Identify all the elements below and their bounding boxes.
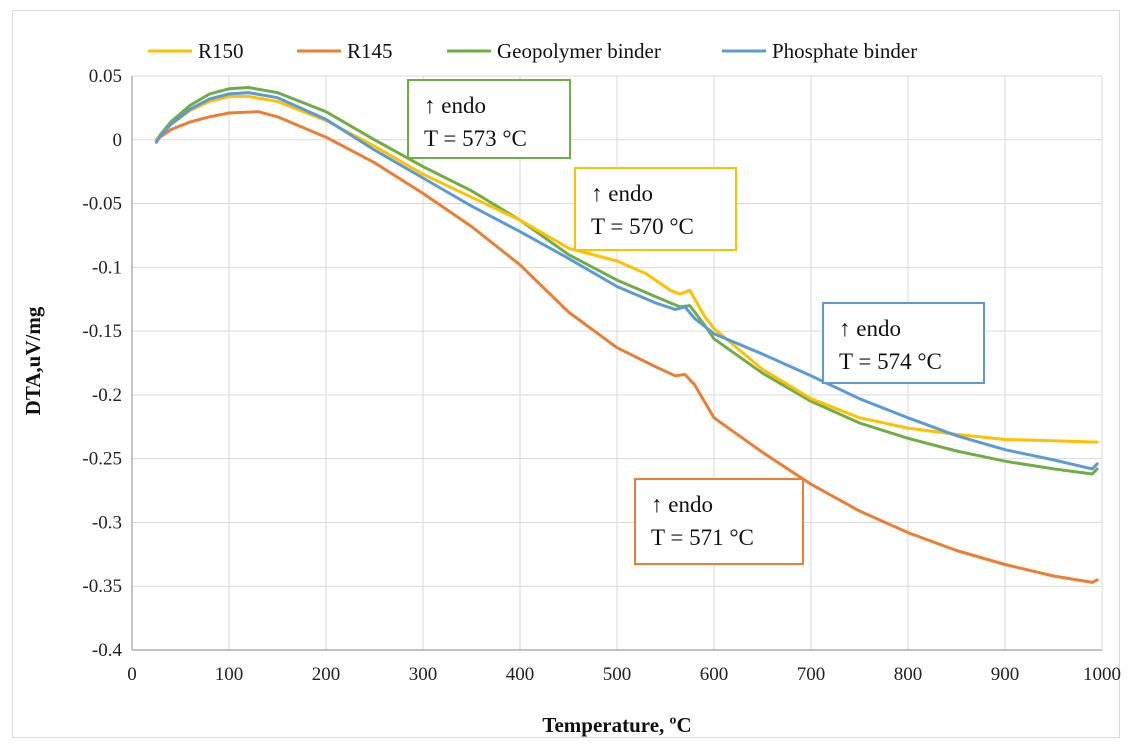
legend-item: Phosphate binder [722, 39, 917, 63]
x-tick-label: 200 [312, 664, 341, 685]
y-tick-label: -0.05 [82, 194, 122, 215]
y-tick-label: 0.05 [89, 66, 122, 87]
annotation-box: ↑ endo T = 574 °C [822, 302, 985, 384]
annotation-box: ↑ endo T = 571 °C [634, 478, 804, 565]
series-line-geopolymer-binder [154, 86, 1099, 476]
legend-item: R150 [148, 39, 244, 63]
x-tick-label: 800 [894, 664, 923, 685]
annotation-temperature-label: T = 573 °C [424, 126, 527, 151]
series-line-phosphate-binder [154, 91, 1099, 471]
annotation-temperature-label: T = 574 °C [839, 349, 942, 374]
series-line-r150 [154, 94, 1099, 444]
annotation-border [634, 478, 804, 565]
x-tick-label: 900 [991, 664, 1020, 685]
x-tick-label: 600 [700, 664, 729, 685]
legend-label: R150 [198, 39, 244, 63]
x-tick-label: 400 [506, 664, 535, 685]
y-tick-label: -0.3 [92, 512, 122, 533]
x-tick-label: 300 [409, 664, 438, 685]
x-axis-title: Temperature, ºC [542, 713, 691, 737]
legend-item: Geopolymer binder [447, 39, 661, 63]
y-tick-label: -0.4 [92, 640, 123, 661]
x-tick-label: 1000 [1083, 664, 1121, 685]
annotation-endo-label: ↑ endo [651, 492, 713, 517]
annotation-endo-label: ↑ endo [839, 316, 901, 341]
x-tick-label: 500 [603, 664, 632, 685]
series-layer [154, 86, 1099, 584]
x-tick-label: 0 [127, 664, 137, 685]
annotation-temperature-label: T = 570 °C [591, 214, 694, 239]
legend-label: R145 [347, 39, 393, 63]
annotation-border [574, 167, 737, 251]
legend-label: Geopolymer binder [497, 39, 661, 63]
y-tick-label: -0.1 [92, 257, 122, 278]
series-line-r145 [154, 110, 1099, 584]
y-tick-label: 0 [113, 130, 123, 151]
annotation-endo-label: ↑ endo [424, 93, 486, 118]
legend: R150 R145 Geopolymer binder Phosphate binde… [148, 39, 917, 63]
axes: 0 100 200 300 400 500 600 700 800 900 10000.050-0.… [82, 66, 1121, 685]
legend-item: R145 [297, 39, 393, 63]
annotation-endo-label: ↑ endo [591, 181, 653, 206]
y-tick-label: -0.15 [82, 321, 122, 342]
annotation-border [822, 302, 985, 384]
annotation-border [407, 79, 571, 159]
x-tick-label: 100 [215, 664, 244, 685]
annotation-temperature-label: T = 571 °C [651, 525, 754, 550]
annotation-box: ↑ endo T = 573 °C [407, 79, 571, 159]
y-axis-title: DTA,uV/mg [21, 306, 45, 415]
annotation-box: ↑ endo T = 570 °C [574, 167, 737, 251]
annotations: ↑ endo T = 573 °C ↑ endo T = 570 °C ↑ endo T … [407, 79, 985, 565]
y-tick-label: -0.2 [92, 385, 122, 406]
y-tick-label: -0.35 [82, 576, 122, 597]
x-tick-label: 700 [797, 664, 826, 685]
y-tick-label: -0.25 [82, 449, 122, 470]
legend-label: Phosphate binder [772, 39, 917, 63]
